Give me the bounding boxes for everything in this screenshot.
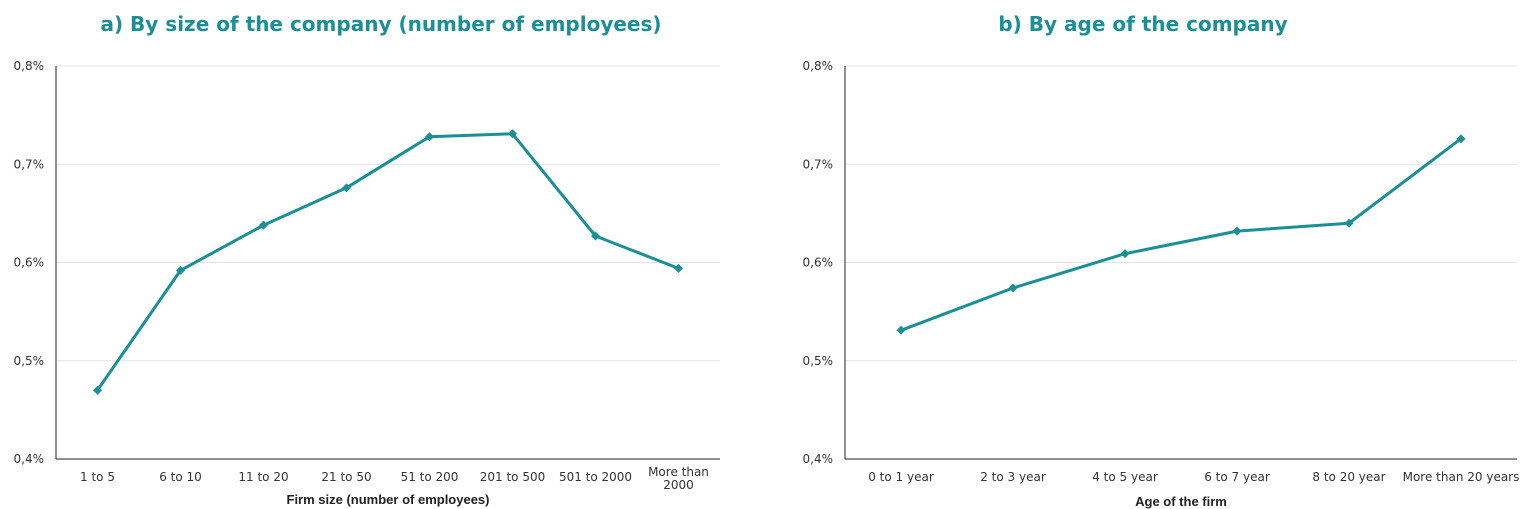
x-tick-label: 2 to 3 year <box>980 470 1046 484</box>
x-tick-label: 6 to 7 year <box>1204 470 1270 484</box>
data-point-marker <box>674 263 683 273</box>
x-tick-label: More than 20 years <box>1403 470 1520 484</box>
chart-title: a) By size of the company (number of emp… <box>100 12 662 36</box>
y-tick-label: 0,5% <box>14 354 45 368</box>
chart-panel-age: b) By age of the company 0,4% 0,5% 0,6% 0,7… <box>762 0 1524 509</box>
x-tick-label: 6 to 10 <box>159 470 202 484</box>
x-tick-line: More than <box>648 465 709 479</box>
chart-svg-size: 0,4% 0,5% 0,6% 0,7% 0,8% 1 to 5 6 to 10 11 to 2… <box>14 59 720 507</box>
data-point-marker <box>93 385 102 395</box>
data-point-marker <box>896 325 906 335</box>
y-tick-label: 0,4% <box>803 452 834 466</box>
data-point-marker <box>1232 226 1242 236</box>
series-line <box>900 137 1462 332</box>
y-tick-label: 0,7% <box>14 157 45 171</box>
y-tick-label: 0,4% <box>14 452 45 466</box>
x-tick-label: 501 to 2000 <box>559 470 632 484</box>
data-point-marker <box>508 129 517 139</box>
y-tick-label: 0,8% <box>803 59 834 73</box>
chart-panel-size: a) By size of the company (number of emp… <box>14 12 720 507</box>
data-point-marker <box>259 220 268 230</box>
data-point-marker <box>176 265 185 275</box>
y-tick-label: 0,8% <box>14 59 45 73</box>
x-tick-label: 201 to 500 <box>480 470 545 484</box>
data-point-marker <box>1120 249 1130 259</box>
data-point-marker <box>1456 134 1466 144</box>
chart-title: b) By age of the company <box>998 12 1288 36</box>
x-tick-line: 2000 <box>663 478 694 492</box>
x-axis-title: Age of the firm <box>1135 494 1227 509</box>
chart-svg-age: 0,4% 0,5% 0,6% 0,7% 0,8% 0 to 1 year 2 to 3 ye… <box>803 59 1520 509</box>
x-tick-label: 1 to 5 <box>80 470 115 484</box>
data-point-marker <box>1344 218 1354 228</box>
x-axis-title: Firm size (number of employees) <box>287 492 490 507</box>
y-tick-label: 0,6% <box>803 256 834 270</box>
x-tick-label: 8 to 20 year <box>1312 470 1385 484</box>
data-point-marker <box>1008 283 1018 293</box>
x-tick-label: More than 2000 <box>648 465 709 492</box>
y-tick-label: 0,6% <box>14 256 45 270</box>
x-tick-label: 4 to 5 year <box>1092 470 1158 484</box>
x-tick-label: 11 to 20 <box>238 470 288 484</box>
x-tick-label: 51 to 200 <box>401 470 459 484</box>
x-tick-label: 21 to 50 <box>321 470 371 484</box>
y-tick-label: 0,7% <box>803 157 834 171</box>
data-point-marker <box>591 231 600 241</box>
y-tick-label: 0,5% <box>803 354 834 368</box>
data-point-marker <box>425 132 434 142</box>
data-point-marker <box>342 183 351 193</box>
series-line <box>96 132 680 392</box>
x-tick-label: 0 to 1 year <box>868 470 934 484</box>
